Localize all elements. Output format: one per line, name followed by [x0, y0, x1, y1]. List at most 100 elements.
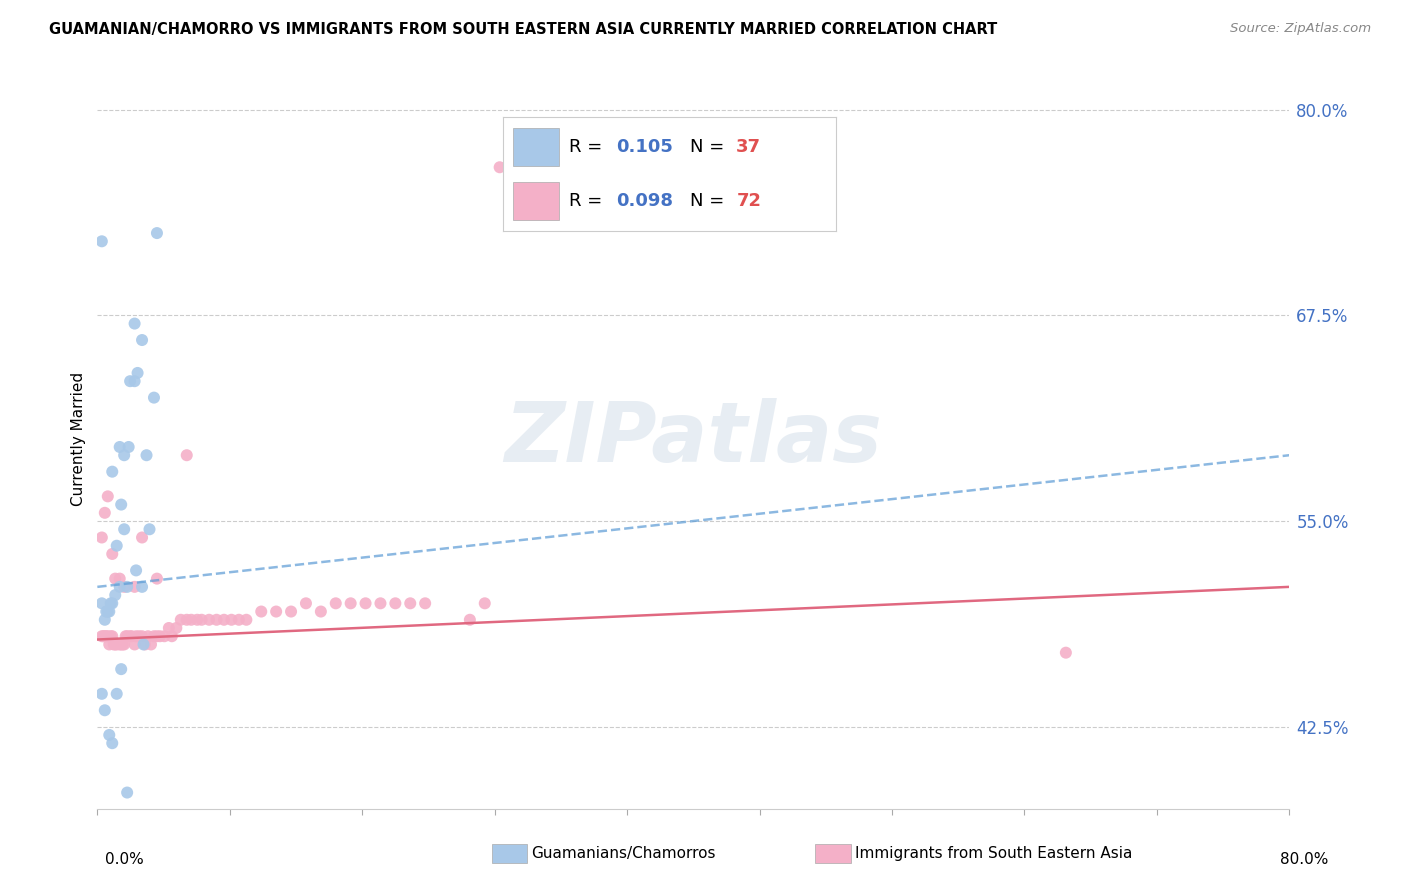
Point: [125, 563, 148, 577]
Point: [250, 605, 273, 619]
Point: [115, 580, 138, 594]
Point: [110, 662, 132, 676]
Point: [124, 580, 146, 594]
Point: [384, 596, 406, 610]
Point: [104, 572, 127, 586]
Point: [98, 637, 121, 651]
Point: [90, 235, 112, 249]
Text: 80.0%: 80.0%: [1281, 852, 1329, 867]
Point: [110, 498, 132, 512]
Point: [105, 637, 128, 651]
Point: [135, 448, 157, 462]
Point: [108, 637, 131, 651]
Point: [139, 637, 162, 651]
Point: [90, 687, 112, 701]
Point: [143, 629, 166, 643]
Point: [136, 629, 159, 643]
Point: [105, 539, 128, 553]
Point: [103, 637, 125, 651]
Point: [131, 531, 153, 545]
Point: [176, 613, 198, 627]
Point: [124, 374, 146, 388]
Point: [105, 687, 128, 701]
Point: [97, 489, 120, 503]
Point: [108, 440, 131, 454]
Point: [112, 522, 135, 536]
Point: [127, 366, 149, 380]
Point: [413, 596, 436, 610]
Point: [146, 572, 169, 586]
Point: [146, 226, 169, 240]
Point: [176, 448, 198, 462]
Point: [115, 629, 138, 643]
Point: [94, 703, 117, 717]
Point: [120, 374, 142, 388]
Point: [198, 613, 221, 627]
Point: [143, 391, 166, 405]
Point: [131, 333, 153, 347]
Point: [180, 613, 202, 627]
Point: [186, 613, 208, 627]
Point: [157, 621, 180, 635]
Point: [94, 613, 117, 627]
Point: [100, 629, 122, 643]
Point: [170, 613, 193, 627]
Point: [124, 317, 146, 331]
Point: [309, 605, 332, 619]
Point: [132, 637, 155, 651]
Y-axis label: Currently Married: Currently Married: [72, 372, 86, 506]
Point: [108, 580, 131, 594]
Point: [112, 637, 135, 651]
Point: [108, 572, 131, 586]
Text: GUAMANIAN/CHAMORRO VS IMMIGRANTS FROM SOUTH EASTERN ASIA CURRENTLY MARRIED CORRE: GUAMANIAN/CHAMORRO VS IMMIGRANTS FROM SO…: [49, 22, 997, 37]
Point: [90, 531, 112, 545]
Point: [90, 596, 112, 610]
Point: [325, 596, 347, 610]
Point: [111, 637, 134, 651]
Point: [165, 621, 187, 635]
Point: [104, 588, 127, 602]
Point: [503, 202, 526, 216]
Point: [295, 596, 318, 610]
Point: [110, 637, 132, 651]
Point: [131, 580, 153, 594]
Point: [153, 629, 176, 643]
Point: [124, 637, 146, 651]
Point: [125, 629, 148, 643]
Point: [149, 629, 172, 643]
Point: [101, 596, 124, 610]
Point: [120, 629, 142, 643]
Point: [205, 613, 228, 627]
Point: [160, 629, 183, 643]
Point: [90, 629, 112, 643]
Point: [115, 786, 138, 800]
Point: [96, 629, 118, 643]
Point: [97, 605, 120, 619]
Text: Source: ZipAtlas.com: Source: ZipAtlas.com: [1230, 22, 1371, 36]
Point: [399, 596, 422, 610]
Point: [212, 613, 235, 627]
Point: [1054, 646, 1077, 660]
Point: [339, 596, 361, 610]
Point: [280, 605, 302, 619]
Point: [138, 522, 160, 536]
Point: [354, 596, 377, 610]
Point: [190, 613, 212, 627]
Point: [117, 440, 139, 454]
Point: [98, 605, 121, 619]
Point: [112, 448, 135, 462]
Point: [97, 629, 120, 643]
Point: [131, 629, 153, 643]
Text: Guamanians/Chamorros: Guamanians/Chamorros: [531, 847, 716, 861]
Point: [235, 613, 257, 627]
Point: [101, 629, 124, 643]
Point: [121, 629, 143, 643]
Point: [98, 728, 121, 742]
Point: [94, 629, 117, 643]
Point: [101, 465, 124, 479]
Point: [101, 547, 124, 561]
Point: [488, 161, 510, 175]
Point: [128, 629, 150, 643]
Point: [104, 637, 127, 651]
Point: [264, 605, 287, 619]
